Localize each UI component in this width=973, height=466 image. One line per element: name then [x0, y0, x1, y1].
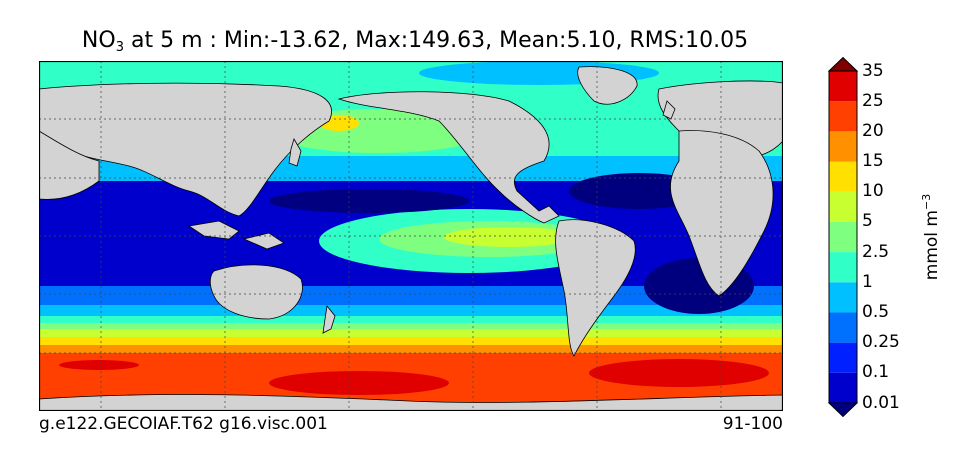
band-southern-ocean-1 — [39, 345, 783, 355]
colorbar-max-extend — [828, 57, 858, 72]
southern-red-2 — [589, 359, 769, 387]
land-greenland — [577, 66, 638, 105]
band-south-mid-4 — [39, 337, 783, 347]
units-text: mmol m — [922, 210, 942, 281]
colorbar-tick-label: 0.1 — [862, 362, 890, 383]
title-species: NO — [81, 28, 116, 53]
colorbar-segment — [829, 372, 857, 403]
land-africa — [39, 130, 774, 297]
colorbar-tick-label: 20 — [862, 120, 884, 141]
colorbar-segment — [829, 342, 857, 373]
graticule — [39, 61, 783, 411]
colorbar-tick-label: 25 — [862, 90, 884, 111]
colorbar-segment — [829, 312, 857, 343]
colorbar-segment — [829, 221, 857, 253]
colorbar-segment — [829, 101, 857, 132]
band-south-mid-2 — [39, 323, 783, 332]
land-north-america — [337, 91, 560, 224]
colorbar-segment — [829, 71, 857, 102]
land-australia — [209, 264, 303, 320]
colorbar-frame — [828, 70, 858, 404]
colorbar-tick-label: 10 — [862, 181, 884, 202]
colorbar-segment — [829, 191, 857, 222]
colorbar-min-extend — [828, 402, 858, 417]
colorbar-units: mmol m−3 — [920, 194, 942, 280]
land-new-zealand — [322, 305, 336, 334]
north-pacific-gyre — [269, 189, 469, 213]
colorbar-tick-label: 5 — [862, 211, 873, 232]
colorbar-segment — [829, 131, 857, 162]
year-range: 91-100 — [722, 414, 783, 434]
colorbar-tick-label: 0.01 — [862, 392, 900, 413]
map-title: NO3 at 5 m : Min:-13.62, Max:149.63, Mea… — [0, 28, 830, 55]
title-species-subscript: 3 — [115, 40, 124, 55]
colorbar-tick-label: 1 — [862, 271, 873, 292]
colorbar-segment — [829, 282, 857, 313]
colorbar-tick-label: 15 — [862, 151, 884, 172]
title-stats: at 5 m : Min:-13.62, Max:149.63, Mean:5.… — [123, 28, 749, 53]
southern-red-1 — [269, 371, 449, 395]
map-frame — [39, 61, 783, 411]
colorbar — [828, 57, 858, 417]
colorbar-tick-label: 0.5 — [862, 301, 890, 322]
colorbar-segment — [829, 252, 857, 283]
colorbar-tick-label: 0.25 — [862, 332, 900, 353]
colorbar-segment — [829, 161, 857, 192]
case-name: g.e122.GECOIAF.T62 g16.visc.001 — [39, 414, 328, 434]
units-exponent: −3 — [920, 193, 933, 210]
land-south-america — [555, 219, 636, 357]
colorbar-tick-label: 35 — [862, 60, 884, 81]
land-indonesia — [187, 220, 285, 250]
land-japan — [288, 138, 302, 167]
equatorial-pacific-peak — [444, 227, 574, 247]
nitrate-map — [39, 61, 783, 411]
southern-red-3 — [59, 360, 139, 370]
colorbar-tick-label: 2.5 — [862, 241, 890, 262]
